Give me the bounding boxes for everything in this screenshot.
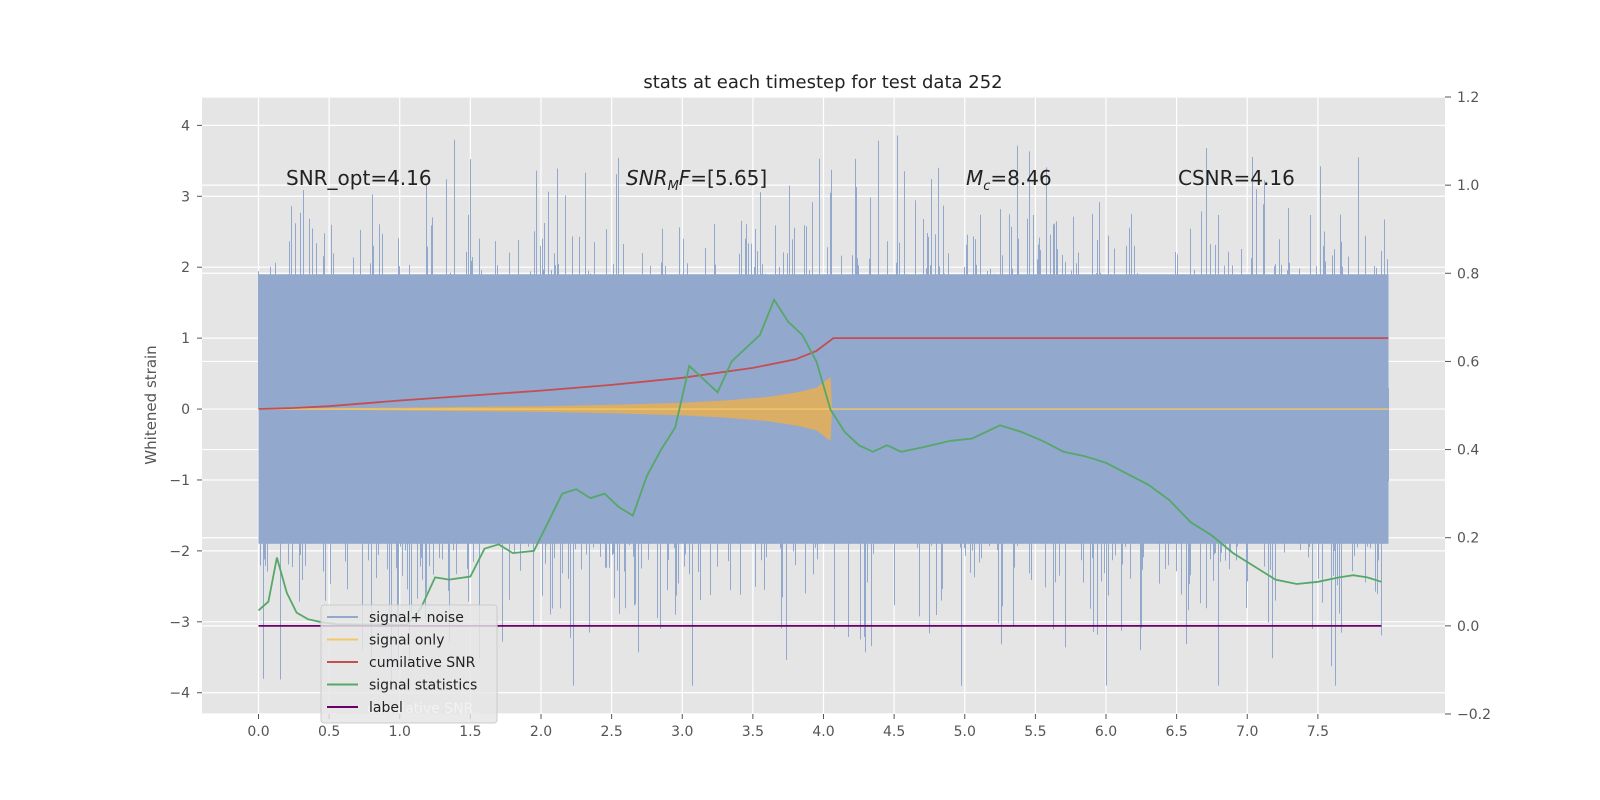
legend-label: cumilative SNR [369, 655, 476, 671]
legend-label: signal statistics [369, 678, 477, 694]
annotation-snr-opt: SNR_opt=4.16 [286, 166, 432, 190]
x-tick-label: 0.5 [318, 724, 340, 740]
y-tick-label: 3 [181, 189, 190, 205]
y-tick-label: 4 [181, 118, 190, 134]
x-tick-label: 0.0 [247, 724, 269, 740]
y-tick-label: 0 [181, 402, 190, 418]
y-right-tick-label: 0.6 [1457, 354, 1479, 370]
annotation-csnr: CSNR=4.16 [1178, 166, 1295, 190]
legend-box [320, 604, 498, 724]
y-tick-label: −4 [169, 686, 190, 702]
x-tick-label: 5.0 [954, 724, 976, 740]
y-right-tick-label: 0.8 [1457, 266, 1479, 282]
x-tick-label: 2.5 [600, 724, 622, 740]
signal-only-series [258, 377, 1389, 441]
series-signal-statistics [257, 297, 1382, 626]
y-tick-label: 1 [181, 331, 190, 347]
legend-label: signal only [369, 633, 444, 649]
annotation-chirp-mass: Mc=8.46 [966, 166, 1052, 194]
x-tick-label: 4.0 [812, 724, 834, 740]
legend-ghost-text: cumilative SNR [367, 701, 474, 717]
x-tick-label: 6.0 [1095, 724, 1117, 740]
legend-label: signal+ noise [369, 610, 464, 626]
y-tick-label: −3 [169, 615, 190, 631]
legend: cumilative SNR signal+ noise signal only c… [320, 604, 498, 724]
x-tick-label: 3.0 [671, 724, 693, 740]
x-tick-label: 5.5 [1024, 724, 1046, 740]
x-tick-label: 6.5 [1165, 724, 1187, 740]
mc-sub: c [983, 179, 990, 194]
y-tick-label: −1 [169, 473, 190, 489]
x-tick-label: 3.5 [742, 724, 764, 740]
y-axis-ticks: −4 −3 −2 −1 0 1 2 3 4 [169, 118, 202, 702]
y-right-tick-label: 0.2 [1457, 531, 1479, 547]
x-tick-label: 2.0 [530, 724, 552, 740]
y-tick-label: −2 [169, 544, 190, 560]
mc-main: M [966, 166, 983, 190]
y-right-tick-label: 1.2 [1457, 90, 1479, 106]
y-right-tick-label: 0.0 [1457, 619, 1479, 635]
y-right-tick-label: 1.0 [1457, 178, 1479, 194]
right-y-axis-ticks: −0.2 0.0 0.2 0.4 0.6 0.8 1.0 1.2 [1445, 90, 1491, 723]
y-right-tick-label: 0.4 [1457, 443, 1479, 459]
snr-mf-value: =[5.65] [690, 166, 767, 190]
x-tick-label: 7.0 [1236, 724, 1258, 740]
snr-mf-tail: F [679, 166, 691, 190]
snr-mf-sub: M [668, 179, 679, 194]
x-axis-ticks: 0.0 0.5 1.0 1.5 2.0 2.5 3.0 3.5 4.0 4.5 5.0 5.5 6.0 6… [247, 714, 1329, 740]
y-tick-label: 2 [181, 260, 190, 276]
annotation-snr-mf: SNRMF=[5.65] [626, 166, 767, 194]
series-cumilative-snr [258, 337, 1389, 410]
mc-value: =8.46 [990, 166, 1051, 190]
y-right-tick-label: −0.2 [1457, 707, 1491, 723]
x-tick-label: 4.5 [883, 724, 905, 740]
x-tick-label: 7.5 [1307, 724, 1329, 740]
snr-mf-main: SNR [626, 166, 668, 190]
x-tick-label: 1.0 [389, 724, 411, 740]
x-tick-label: 1.5 [459, 724, 481, 740]
legend-label: label [369, 700, 403, 716]
y-axis-label: Whitened strain [142, 345, 160, 464]
chart-title: stats at each timestep for test data 252 [643, 72, 1002, 93]
